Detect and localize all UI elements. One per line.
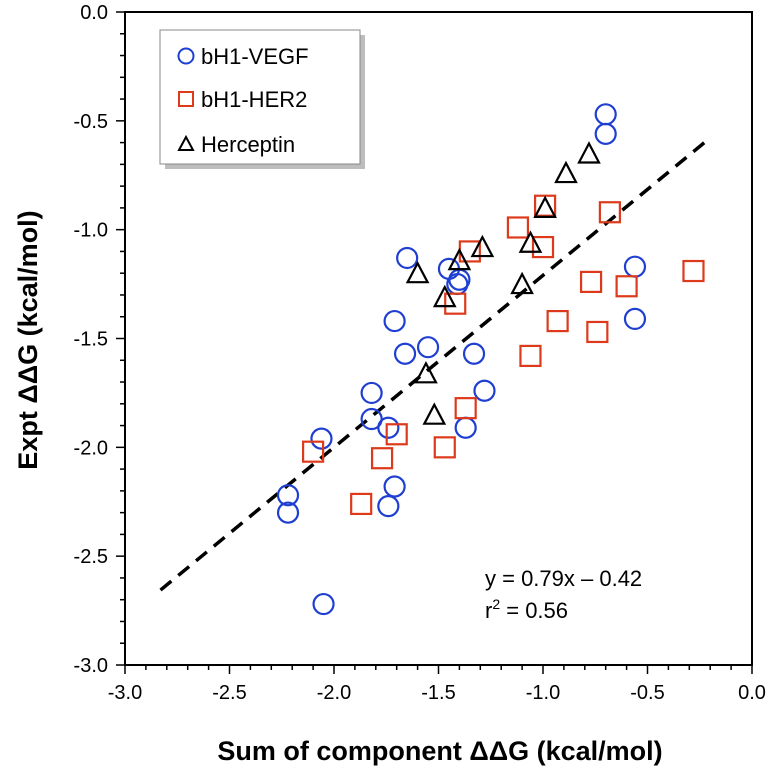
legend-label-vegf: bH1-VEGF bbox=[201, 44, 309, 69]
y-tick-label: -1.0 bbox=[74, 220, 108, 242]
x-tick-label: -1.0 bbox=[526, 682, 560, 704]
y-tick-label: 0.0 bbox=[80, 2, 108, 24]
her2-point bbox=[615, 275, 638, 298]
vegf-point bbox=[312, 592, 335, 616]
herceptin-point bbox=[577, 141, 601, 164]
her2-point bbox=[385, 423, 408, 446]
vegf-point bbox=[416, 336, 440, 359]
herceptin-point bbox=[405, 260, 430, 284]
x-tick-label: -3.0 bbox=[108, 682, 142, 704]
vegf-point bbox=[454, 416, 477, 439]
y-tick-label: -0.5 bbox=[74, 111, 108, 133]
her2-point bbox=[370, 447, 394, 470]
vegf-point bbox=[276, 484, 300, 507]
y-tick-label: -2.0 bbox=[74, 437, 108, 459]
vegf-point bbox=[360, 381, 383, 405]
her2-point bbox=[682, 259, 705, 283]
x-tick-label: 0.0 bbox=[738, 682, 766, 704]
her2-point bbox=[579, 270, 603, 294]
fit-line bbox=[159, 139, 708, 592]
vegf-point bbox=[383, 309, 406, 333]
x-tick-label: -2.0 bbox=[317, 682, 351, 704]
her2-point bbox=[444, 292, 467, 315]
herceptin-point bbox=[432, 284, 457, 308]
her2-point bbox=[454, 397, 477, 420]
herceptin-point bbox=[510, 271, 534, 295]
her2-point bbox=[519, 344, 542, 368]
r2-superscript: 2 bbox=[492, 596, 500, 612]
legend-label-her2: bH1-HER2 bbox=[201, 87, 307, 112]
r2-suffix: = 0.56 bbox=[500, 598, 568, 623]
herceptin-point bbox=[470, 234, 495, 258]
fit-equation: y = 0.79x – 0.42 bbox=[485, 566, 642, 591]
vegf-point bbox=[310, 427, 333, 450]
vegf-point bbox=[594, 122, 617, 145]
vegf-point bbox=[383, 475, 406, 498]
x-tick-label: -0.5 bbox=[630, 682, 664, 704]
vegf-point bbox=[473, 379, 496, 402]
y-axis-label: Expt ΔΔG (kcal/mol) bbox=[13, 210, 43, 469]
her2-point bbox=[531, 235, 555, 259]
axis-ticks bbox=[116, 11, 753, 674]
x-tick-label: -1.5 bbox=[421, 682, 455, 704]
vegf-point bbox=[623, 255, 647, 278]
her2-point bbox=[350, 492, 373, 516]
legend: bH1-VEGF bH1-HER2 Herceptin bbox=[159, 29, 365, 169]
herceptin-point bbox=[533, 195, 557, 218]
x-tick-label: -2.5 bbox=[212, 682, 246, 704]
herceptin-point bbox=[554, 160, 578, 184]
herceptin-point bbox=[414, 360, 438, 384]
y-tick-label: -2.5 bbox=[74, 546, 108, 568]
her2-point bbox=[586, 320, 609, 344]
herceptin-point bbox=[447, 247, 472, 271]
vegf-point bbox=[462, 342, 486, 365]
legend-square-marker bbox=[178, 91, 194, 107]
her2-point bbox=[506, 216, 530, 239]
data-points bbox=[276, 103, 705, 616]
her2-point bbox=[433, 436, 456, 459]
her2-point bbox=[546, 309, 569, 333]
vegf-point bbox=[276, 501, 300, 524]
her2-point bbox=[302, 440, 325, 463]
x-tick-labels: -3.0 -2.5 -2.0 -1.5 -1.0 -0.5 0.0 bbox=[108, 682, 766, 704]
herceptin-point bbox=[422, 402, 447, 425]
vegf-point bbox=[393, 342, 417, 365]
her2-point bbox=[598, 201, 621, 224]
fit-line-group bbox=[159, 139, 708, 592]
legend-label-herceptin: Herceptin bbox=[201, 132, 295, 157]
legend-circle-marker bbox=[177, 47, 195, 65]
r2-prefix: r bbox=[485, 598, 492, 623]
y-tick-label: -3.0 bbox=[74, 655, 108, 677]
x-axis-label: Sum of component ΔΔG (kcal/mol) bbox=[217, 736, 662, 766]
herceptin-point bbox=[518, 230, 543, 253]
r-squared-annotation: r2 = 0.56 bbox=[485, 596, 568, 623]
vegf-point bbox=[623, 307, 647, 331]
vegf-point bbox=[396, 246, 419, 270]
vegf-point bbox=[377, 416, 400, 439]
legend-triangle-marker bbox=[177, 134, 195, 151]
y-tick-label: -1.5 bbox=[74, 329, 108, 351]
vegf-point bbox=[594, 103, 617, 126]
y-tick-labels: 0.0 -0.5 -1.0 -1.5 -2.0 -2.5 -3.0 bbox=[74, 2, 108, 677]
vegf-point bbox=[377, 495, 400, 518]
